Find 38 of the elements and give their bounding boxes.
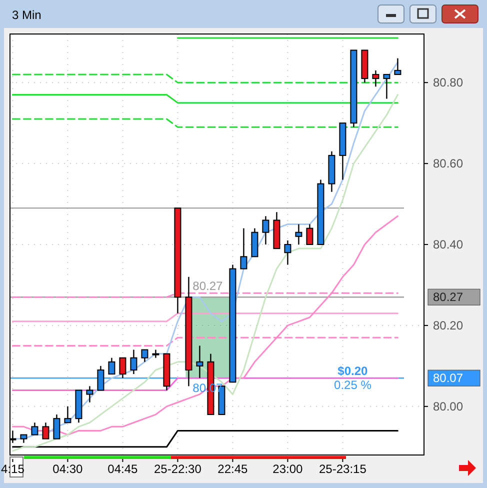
candlestick	[196, 345, 204, 379]
x-tick-label: 04:45	[108, 462, 138, 476]
candlestick	[108, 357, 116, 375]
candlestick	[130, 349, 138, 375]
x-tick-label: 23:00	[272, 462, 304, 476]
candlestick	[240, 228, 248, 270]
x-tick-label: 4:15	[1, 462, 25, 476]
y-tick-label: 80.40	[432, 238, 464, 252]
candlestick	[383, 74, 390, 100]
chart-title: 3 Min	[12, 8, 42, 22]
y-tick-label: 80.20	[432, 318, 464, 332]
candlestick	[64, 406, 72, 424]
annotation: $0.20	[338, 364, 368, 378]
candlestick	[31, 422, 38, 436]
ref-line-label: 80.27	[432, 290, 464, 304]
annotation: 80.27	[192, 279, 224, 294]
annotation: 0.25 %	[334, 378, 372, 392]
y-tick-label: 80.60	[432, 156, 464, 171]
y-tick-label: 80.80	[432, 76, 464, 90]
candlestick	[86, 386, 94, 403]
x-tick-label: 25-22:30	[154, 462, 202, 476]
candlestick	[119, 357, 126, 379]
candlestick	[295, 224, 302, 246]
x-tick-label: 22:45	[218, 462, 248, 476]
candlestick	[284, 240, 292, 266]
candlestick	[306, 224, 314, 246]
candlestick	[372, 70, 380, 88]
candlestick	[97, 365, 104, 391]
y-tick-label: 80.00	[432, 399, 464, 414]
ref-line-label: 80.07	[432, 371, 464, 386]
candlestick	[262, 216, 270, 246]
x-tick-label: 04:30	[52, 462, 84, 476]
candlestick	[53, 414, 60, 440]
candlestick	[42, 422, 50, 440]
candlestick	[152, 349, 160, 358]
x-tick-label: 25-23:15	[319, 462, 367, 476]
candlestick	[141, 349, 148, 362]
candlestick	[394, 58, 402, 76]
